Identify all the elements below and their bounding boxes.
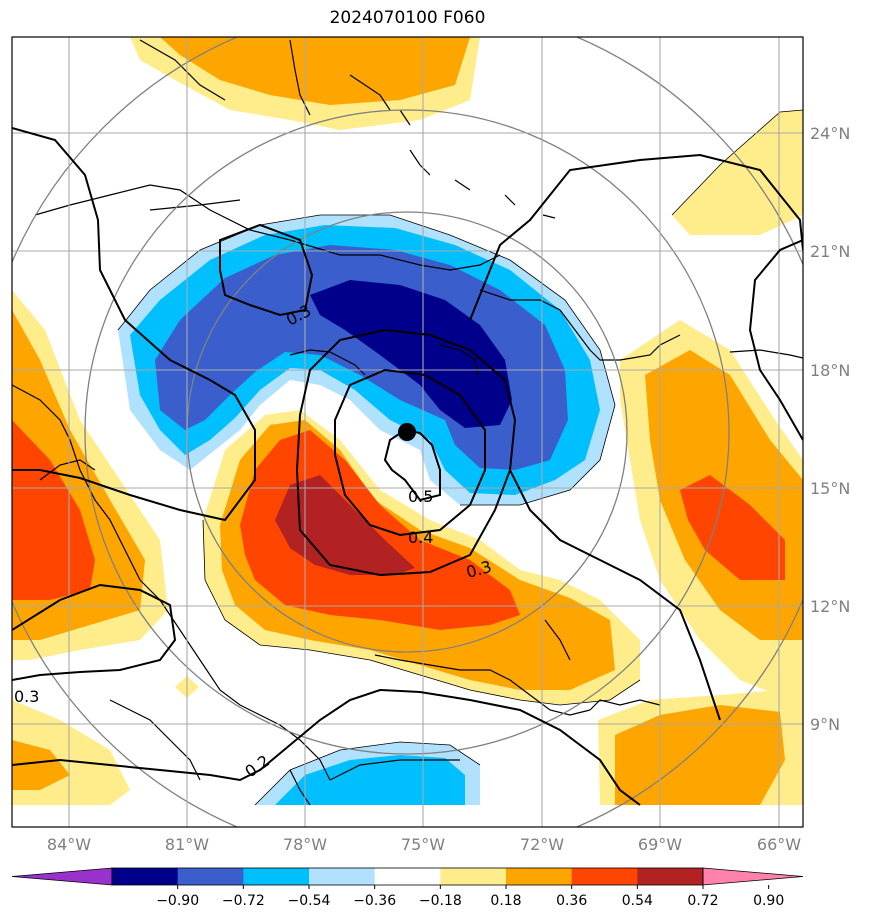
storm-center-marker [398,423,416,441]
colorbar-segment [374,868,441,885]
colorbar-tick-label: −0.72 [222,893,265,909]
colorbar-segment [571,868,638,885]
colorbar-segment [177,868,244,885]
lon-tick-labels: 84°W 81°W 78°W 75°W 72°W 69°W 66°W [47,835,801,854]
gridlines [12,37,803,827]
lon-tick-label: 69°W [638,835,682,854]
contour-label: 0.4 [408,528,433,547]
lat-tick-label: 21°N [810,242,850,261]
colorbar-tick-label: 0.90 [753,893,784,909]
colorbar-tick-label: −0.54 [288,893,331,909]
lon-tick-label: 81°W [165,835,209,854]
colorbar-segment [309,868,376,885]
lon-tick-label: 66°W [757,835,801,854]
colorbar-segment [506,868,573,885]
colorbar-tick-label: −0.18 [419,893,462,909]
lat-tick-label: 9°N [810,715,840,734]
lat-tick-label: 15°N [810,479,850,498]
colorbar: −0.90 −0.72 −0.54 −0.36 −0.18 0.18 0.36 0.54 0.7… [11,867,804,909]
coastlines [12,39,803,806]
map-area: 0.3 0.5 0.4 0.3 0.3 0.2 [12,37,803,827]
thick-contours [12,127,803,806]
lat-tick-labels: 24°N 21°N 18°N 15°N 12°N 9°N [810,124,850,734]
lon-tick-label: 78°W [283,835,327,854]
colorbar-extend-low [11,867,113,886]
lat-tick-label: 24°N [810,124,850,143]
colorbar-tick-label: 0.36 [556,893,587,909]
colorbar-segment [637,868,704,885]
lat-tick-label: 18°N [810,361,850,380]
thin-contours [117,109,803,806]
colorbar-segment [243,868,310,885]
map-title: 2024070100 F060 [329,8,486,28]
colorbar-segment [440,868,507,885]
colorbar-outline [111,867,704,886]
positive-anomaly-fills [12,37,803,805]
colorbar-extend-high [702,867,804,886]
map-frame [11,36,804,828]
lon-tick-label: 84°W [47,835,91,854]
colorbar-tick-label: 0.18 [490,893,521,909]
colorbar-segment [112,868,179,885]
colorbar-tick-label: −0.90 [156,893,199,909]
lon-tick-label: 75°W [401,835,445,854]
lon-tick-label: 72°W [520,835,564,854]
lat-tick-label: 12°N [810,597,850,616]
colorbar-tick-label: 0.54 [622,893,653,909]
colorbar-tick-label: 0.72 [687,893,718,909]
contour-label: 0.5 [408,487,433,506]
contour-label: 0.3 [14,687,39,706]
colorbar-tick-label: −0.36 [353,893,396,909]
